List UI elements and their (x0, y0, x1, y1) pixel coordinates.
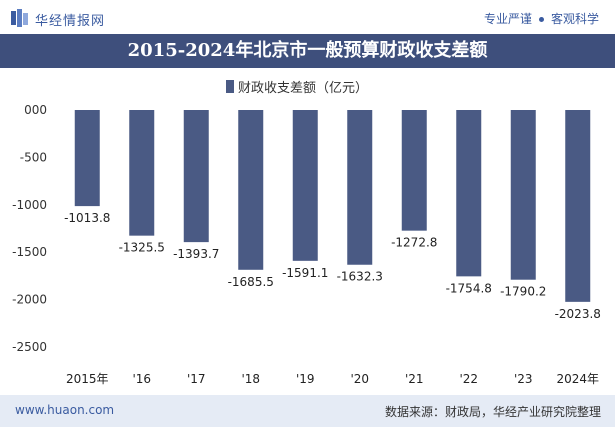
bar-value-label: -1591.1 (282, 266, 328, 280)
bar-value-label: -1754.8 (446, 281, 492, 295)
logo-text: 华经情报网 (35, 14, 106, 29)
y-tick-label: -500 (20, 150, 47, 164)
bar (238, 110, 264, 270)
y-tick-label: -1000 (12, 198, 47, 212)
x-tick-label: '17 (187, 372, 206, 386)
bar-value-label: -1013.8 (64, 211, 110, 225)
y-tick-label: -2000 (12, 293, 47, 307)
logo-icon (11, 9, 28, 27)
x-tick-label: 2024年 (556, 372, 599, 386)
legend-swatch-icon (226, 80, 234, 93)
data-source: 数据来源：财政局，华经产业研究院整理 (384, 405, 601, 419)
bar-value-label: -2023.8 (555, 307, 601, 321)
data-labels: -1013.8 -1325.5 -1393.7 -1685.5 -1591.1 -1632… (64, 211, 601, 321)
top-bar: 华经情报网 专业严谨 客观科学 (0, 0, 615, 34)
x-tick-label: '20 (350, 372, 369, 386)
bar (74, 110, 100, 207)
chart-title: 2015-2024年北京市一般预算财政收支差额 (127, 40, 488, 61)
bar-value-label: -1393.7 (173, 247, 219, 261)
y-tick-label: -2500 (12, 340, 47, 354)
x-tick-label: 2015年 (66, 372, 109, 386)
x-axis: 2015年 '16 '17 '18 '19 '20 '21 '22 '23 2024年 (66, 372, 599, 386)
brand-logo[interactable]: 华经情报网 (11, 9, 121, 29)
bar (565, 110, 591, 302)
x-tick-label: '18 (241, 372, 260, 386)
bar (292, 110, 318, 261)
bar (129, 110, 155, 236)
x-tick-label: '23 (514, 372, 533, 386)
bar-value-label: -1685.5 (228, 275, 274, 289)
tagline-item: 专业严谨 (483, 12, 532, 26)
y-axis: 000 -500 -1000 -1500 -2000 -2500 (12, 103, 47, 354)
x-tick-label: '16 (132, 372, 151, 386)
x-tick-label: '22 (459, 372, 478, 386)
footer-bar: www.huaon.com 数据来源：财政局，华经产业研究院整理 (0, 395, 615, 427)
title-bar: 2015-2024年北京市一般预算财政收支差额 (0, 34, 615, 68)
bar (510, 110, 536, 280)
y-tick-label: -1500 (12, 245, 47, 259)
tagline-dot-icon (538, 17, 544, 22)
website-link[interactable]: www.huaon.com (15, 403, 115, 417)
x-tick-label: '19 (296, 372, 315, 386)
y-tick-label: 000 (24, 103, 47, 117)
bar-value-label: -1632.3 (337, 270, 383, 284)
bar (183, 110, 209, 243)
bar (401, 110, 427, 231)
x-tick-label: '21 (405, 372, 424, 386)
tagline: 专业严谨 客观科学 (484, 10, 599, 27)
bar-value-label: -1325.5 (119, 241, 165, 255)
bar-series (74, 110, 591, 302)
legend-label: 财政收支差额（亿元） (238, 81, 369, 96)
bar (347, 110, 373, 265)
bar-chart: 000 -500 -1000 -1500 -2000 -2500 -1013.8 -1325… (12, 103, 601, 386)
bar-value-label: -1790.2 (500, 285, 546, 299)
tagline-item: 客观科学 (550, 12, 599, 26)
bar-value-label: -1272.8 (391, 236, 437, 250)
bar (456, 110, 482, 277)
chart-legend: 财政收支差额（亿元） (226, 76, 368, 96)
